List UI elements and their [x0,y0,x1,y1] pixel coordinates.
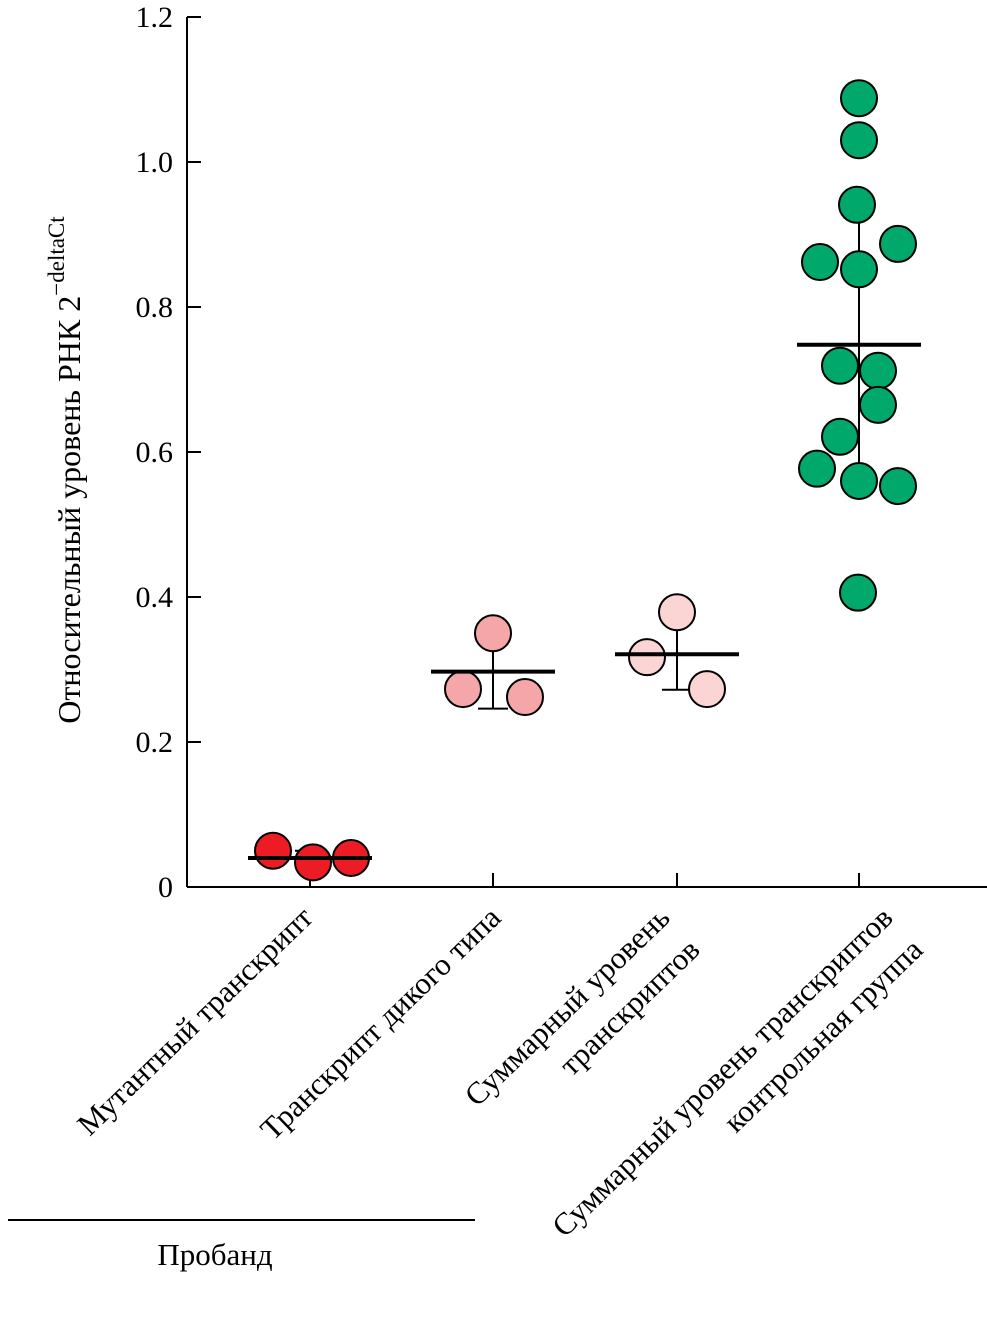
y-axis-title: Относительный уровень РНК 2−deltaCt [44,216,87,724]
proband-group-label: Пробанд [157,1237,273,1272]
data-point [688,670,726,709]
data-point [628,638,666,677]
category-group [797,79,921,612]
data-point [801,243,839,282]
data-point [821,417,859,456]
data-point [840,250,878,289]
data-point [840,121,878,160]
y-tick-label: 0.6 [136,436,174,469]
y-tick-label: 0 [158,871,173,904]
category-group [615,593,739,709]
y-tick-label: 0.8 [136,291,174,324]
y-tick-label: 0.2 [136,726,174,759]
data-point [879,467,917,506]
data-point [838,185,876,224]
data-point [294,843,332,882]
data-marks [248,79,921,882]
data-point [658,593,696,632]
data-point [839,573,877,612]
data-point [444,670,482,709]
y-tick-label: 1.0 [136,146,174,179]
category-group [248,831,372,882]
axes: 0 0.2 0.4 0.6 0.8 1.0 1.2 [136,1,987,904]
data-point [821,346,859,385]
data-point [840,79,878,118]
category-group [431,614,555,717]
y-tick-label: 1.2 [136,1,174,34]
data-point [859,351,897,390]
data-point [474,614,512,653]
data-point [798,449,836,488]
data-point [840,462,878,500]
y-tick-label: 0.4 [136,581,174,614]
data-point [254,831,292,870]
data-point [879,224,917,263]
data-point [506,678,544,717]
data-point [859,385,897,424]
